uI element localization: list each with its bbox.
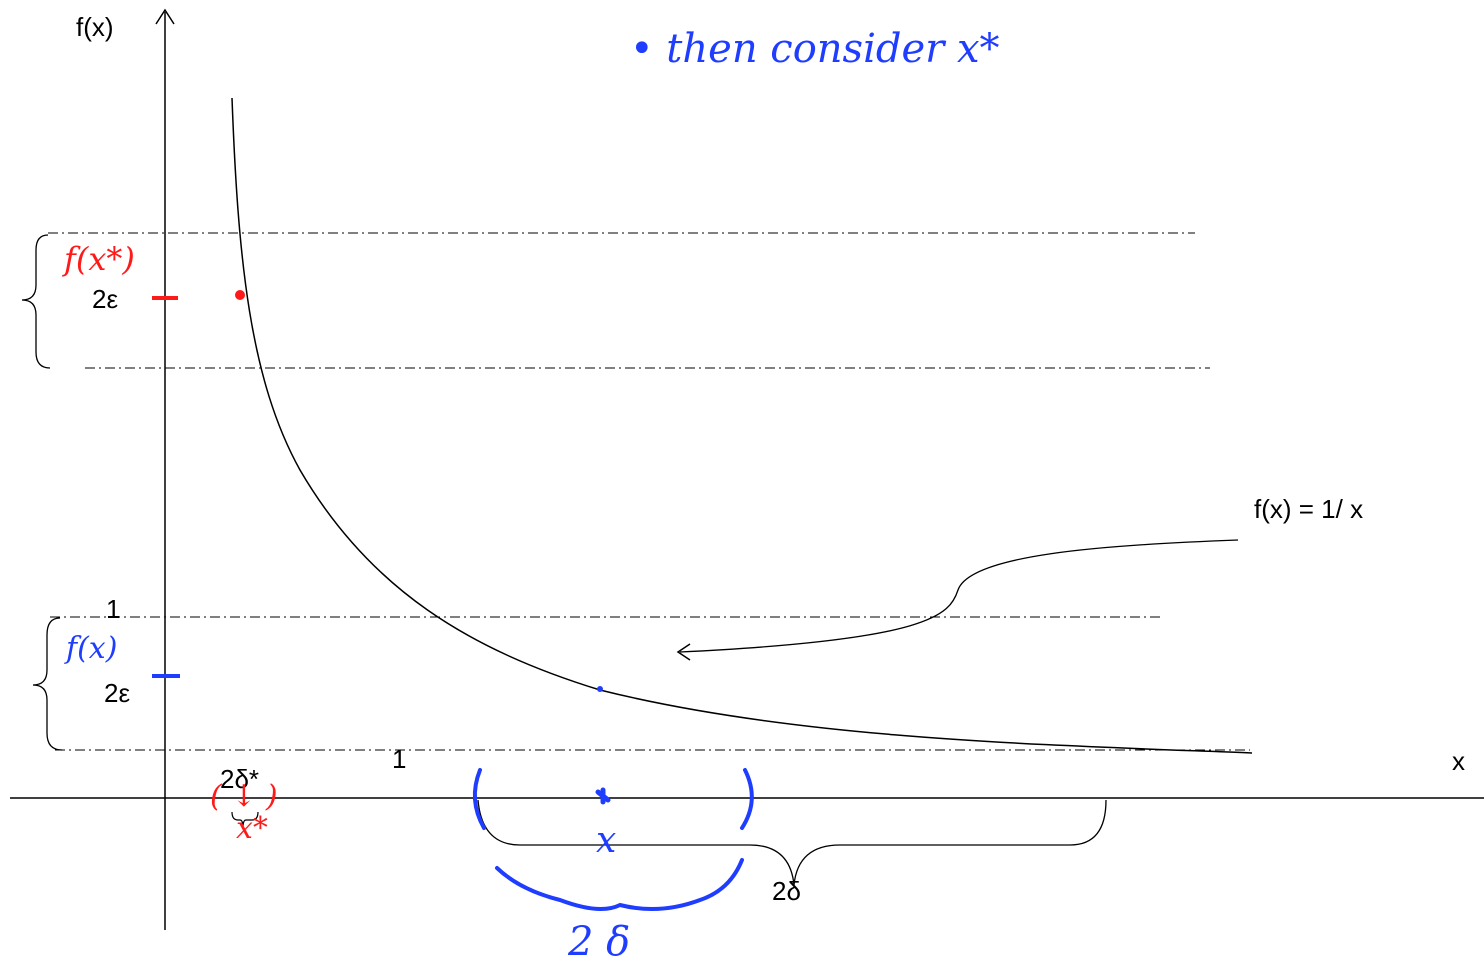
blue-center-mark — [595, 787, 611, 805]
y-axis-label: f(x) — [76, 12, 114, 42]
handwritten-two-delta: 2 δ — [567, 919, 630, 964]
y-tick-one: 1 — [106, 594, 120, 624]
delta-star-label: 2δ* — [220, 764, 259, 794]
brace-delta-star — [231, 811, 259, 829]
brace-delta-wide — [477, 799, 1107, 886]
y-axis-arrow-icon — [155, 8, 175, 25]
curve-one-over-x — [231, 97, 1253, 754]
x-tick-one: 1 — [392, 744, 406, 774]
x-axis-label: x — [1452, 746, 1465, 776]
handwritten-x-star: x* — [236, 811, 268, 846]
brace-epsilon-bottom — [32, 617, 63, 751]
pointer-arrowhead-icon — [676, 643, 691, 661]
brace-epsilon-top — [21, 234, 51, 369]
function-label: f(x) = 1/ x — [1254, 494, 1363, 524]
epsilon-label-top: 2ε — [92, 284, 118, 314]
epsilon-label-bottom: 2ε — [104, 678, 130, 708]
blue-paren-left — [472, 768, 486, 830]
delta-label-wide: 2δ — [772, 876, 801, 906]
handwritten-paren-red: ( ↓ ) — [210, 779, 278, 814]
handwritten-note: • then consider x* — [630, 26, 1000, 72]
point-x-star — [235, 290, 245, 300]
handwritten-f-x: f(x) — [64, 631, 117, 666]
handwritten-x: x — [596, 820, 616, 861]
blue-brace-delta — [495, 858, 744, 911]
blue-paren-right — [740, 768, 754, 830]
handwritten-f-x-star: f(x*) — [62, 240, 135, 278]
point-x — [597, 686, 603, 692]
pointer-arrow — [679, 539, 1239, 653]
